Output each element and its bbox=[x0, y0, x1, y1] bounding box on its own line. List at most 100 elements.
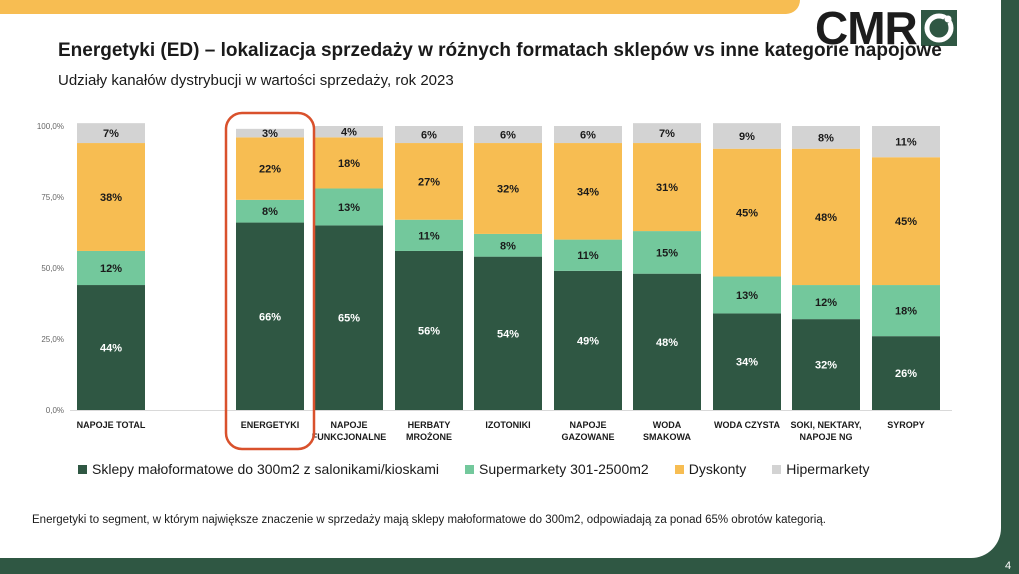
data-label: 56% bbox=[418, 325, 440, 337]
data-label: 12% bbox=[815, 297, 837, 309]
x-tick-label: SMAKOWA bbox=[643, 432, 691, 442]
bar-segment bbox=[633, 143, 701, 232]
data-label: 11% bbox=[895, 137, 917, 149]
x-tick-label: SOKI, NEKTARY, bbox=[790, 420, 861, 430]
top-accent-band bbox=[0, 0, 800, 14]
data-label: 26% bbox=[895, 368, 917, 380]
data-label: 13% bbox=[736, 290, 758, 302]
bar-segment bbox=[633, 231, 701, 274]
bar-segment bbox=[792, 126, 860, 149]
right-accent-band bbox=[1001, 0, 1019, 574]
data-label: 12% bbox=[100, 263, 122, 275]
legend-swatch-discounters bbox=[674, 464, 684, 474]
data-label: 11% bbox=[418, 230, 440, 242]
legend-label-small-stores: Sklepy małoformatowe do 300m2 z salonika… bbox=[92, 461, 440, 477]
x-tick-label: WODA CZYSTA bbox=[714, 420, 780, 430]
chart-legend: Sklepy małoformatowe do 300m2 z salonika… bbox=[78, 461, 896, 477]
logo-text: CMR bbox=[815, 2, 918, 54]
bar-segment bbox=[872, 336, 940, 410]
y-tick-label: 100,0% bbox=[37, 122, 64, 131]
x-tick-label: NAPOJE bbox=[569, 420, 606, 430]
data-label: 49% bbox=[577, 335, 599, 347]
bar-segment bbox=[236, 222, 304, 410]
bar-segment bbox=[792, 148, 860, 286]
logo-mark-icon bbox=[920, 10, 957, 46]
data-label: 66% bbox=[259, 311, 281, 323]
legend-swatch-small-stores bbox=[78, 464, 87, 474]
bar-segment bbox=[554, 126, 622, 144]
bar-segment bbox=[713, 313, 781, 410]
data-label: 18% bbox=[338, 158, 360, 170]
bar-segment bbox=[395, 219, 463, 251]
data-label: 44% bbox=[100, 343, 122, 355]
bar-segment bbox=[236, 199, 304, 223]
bar-segment bbox=[792, 319, 860, 410]
bar-segment bbox=[236, 137, 304, 200]
bar-segment bbox=[474, 233, 542, 257]
x-tick-label: ENERGETYKI bbox=[241, 420, 300, 430]
bar-segment bbox=[554, 239, 622, 271]
highlight-box bbox=[224, 111, 316, 451]
data-label: 54% bbox=[497, 328, 519, 340]
legend-item-small-stores: Sklepy małoformatowe do 300m2 z salonika… bbox=[78, 461, 439, 477]
bar-segment bbox=[713, 276, 781, 314]
bar-segment bbox=[315, 188, 383, 226]
x-tick-label: HERBATY bbox=[408, 420, 451, 430]
bar-segment bbox=[77, 285, 145, 410]
bar-segment bbox=[554, 270, 622, 410]
x-tick-label: IZOTONIKI bbox=[485, 420, 530, 430]
data-label: 48% bbox=[656, 337, 678, 349]
footnote: Energetyki to segment, w którym najwięks… bbox=[32, 514, 826, 526]
page-title: Energetyki (ED) – lokalizacja sprzedaży … bbox=[58, 40, 942, 61]
data-label: 27% bbox=[418, 176, 440, 188]
data-label: 6% bbox=[500, 130, 516, 142]
data-label: 8% bbox=[262, 206, 278, 218]
data-label: 65% bbox=[338, 313, 360, 325]
x-tick-label: WODA bbox=[653, 420, 682, 430]
bar-segment bbox=[713, 123, 781, 149]
data-label: 9% bbox=[739, 131, 755, 143]
data-label: 32% bbox=[497, 183, 519, 195]
data-label: 45% bbox=[895, 216, 917, 228]
data-label: 34% bbox=[736, 357, 758, 369]
data-label: 22% bbox=[259, 164, 281, 176]
bar-segment bbox=[77, 250, 145, 286]
y-tick-label: 0,0% bbox=[46, 406, 64, 415]
bar-segment bbox=[315, 225, 383, 410]
x-tick-label: FUNKCJONALNE bbox=[312, 432, 387, 442]
page-subtitle: Udziały kanałów dystrybucji w wartości s… bbox=[58, 72, 454, 89]
bar-segment bbox=[395, 126, 463, 144]
data-label: 45% bbox=[736, 208, 758, 220]
bar-segment bbox=[872, 157, 940, 286]
bar-segment bbox=[474, 256, 542, 410]
bar-segment bbox=[474, 126, 542, 144]
y-tick-label: 75,0% bbox=[41, 193, 64, 202]
bar-segment bbox=[395, 250, 463, 410]
bar-segment bbox=[554, 143, 622, 240]
bottom-accent-band bbox=[0, 558, 1019, 574]
bar-segment bbox=[474, 143, 542, 234]
bar-segment bbox=[633, 273, 701, 410]
data-label: 6% bbox=[580, 130, 596, 142]
x-tick-label: GAZOWANE bbox=[562, 432, 615, 442]
data-label: 8% bbox=[818, 132, 834, 144]
bar-segment bbox=[395, 143, 463, 220]
data-label: 8% bbox=[500, 240, 516, 252]
x-tick-label: NAPOJE NG bbox=[799, 432, 852, 442]
bar-segment bbox=[236, 128, 304, 138]
data-label: 11% bbox=[577, 250, 599, 262]
legend-label-hypermarkets: Hipermarkety bbox=[786, 461, 870, 477]
data-label: 4% bbox=[341, 127, 357, 139]
stacked-bar-chart: 0,0% 25,0% 50,0% 75,0% 100,0% 44% 12% 38% 7% NAPO… bbox=[37, 111, 952, 451]
x-tick-label: NAPOJE TOTAL bbox=[77, 420, 146, 430]
y-tick-label: 50,0% bbox=[41, 264, 64, 273]
bar-segment bbox=[633, 123, 701, 144]
legend-item-hypermarkets: Hipermarkety bbox=[772, 461, 870, 477]
data-label: 3% bbox=[262, 128, 278, 140]
data-label: 6% bbox=[421, 130, 437, 142]
x-tick-label: SYROPY bbox=[887, 420, 925, 430]
data-label: 32% bbox=[815, 360, 837, 372]
bar-segment bbox=[713, 148, 781, 277]
legend-swatch-hypermarkets bbox=[772, 464, 782, 474]
x-tick-label: MROŻONE bbox=[406, 432, 452, 442]
